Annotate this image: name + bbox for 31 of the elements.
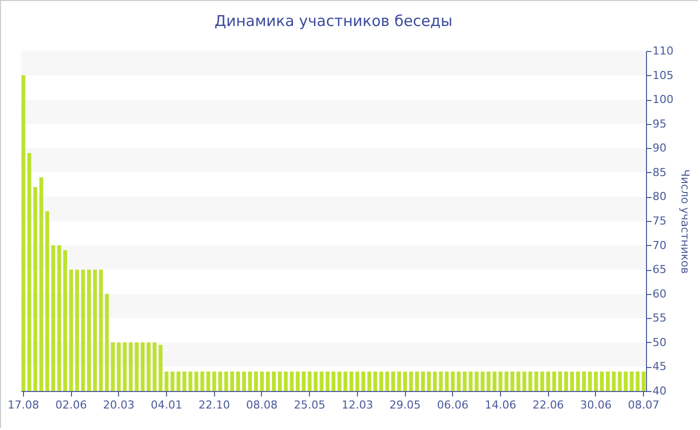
- y-tick-label: 75: [652, 214, 666, 228]
- x-tick-label: 04.01: [150, 398, 182, 412]
- x-tick-label: 12.03: [342, 398, 374, 412]
- y-tick-label: 45: [652, 360, 666, 374]
- y-tick-label: 95: [652, 117, 666, 130]
- x-tick-label: 25.05: [294, 398, 326, 412]
- y-tick-label: 65: [652, 263, 666, 276]
- x-tick-label: 22.10: [198, 398, 230, 412]
- x-tick-label: 06.06: [437, 398, 469, 412]
- y-tick-label: 80: [652, 190, 666, 204]
- x-tick-label: 17.08: [8, 398, 40, 412]
- x-tick-label: 14.06: [484, 398, 516, 412]
- x-tick-label: 20.03: [103, 398, 135, 412]
- y-tick-label: 105: [652, 68, 674, 82]
- x-tick-label: 08.07: [628, 398, 660, 412]
- y-tick-label: 85: [652, 166, 666, 179]
- x-tick-label: 30.06: [580, 398, 612, 412]
- y-tick-label: 90: [652, 142, 666, 155]
- y-tick-label: 55: [652, 312, 666, 325]
- y-tick-label: 60: [652, 287, 666, 300]
- chart-title: Динамика участников беседы: [214, 12, 453, 30]
- x-tick-label: 29.05: [389, 398, 421, 412]
- y-axis-title: Число участников: [678, 169, 692, 274]
- x-tick-label: 08.08: [246, 398, 278, 412]
- x-tick-label: 22.06: [532, 398, 564, 412]
- y-tick-label: 70: [652, 238, 666, 252]
- y-tick-label: 100: [652, 93, 674, 106]
- y-tick-label: 50: [652, 336, 666, 349]
- y-tick-label: 110: [652, 44, 674, 58]
- x-tick-label: 02.06: [55, 398, 87, 412]
- y-tick-label: 40: [652, 384, 666, 398]
